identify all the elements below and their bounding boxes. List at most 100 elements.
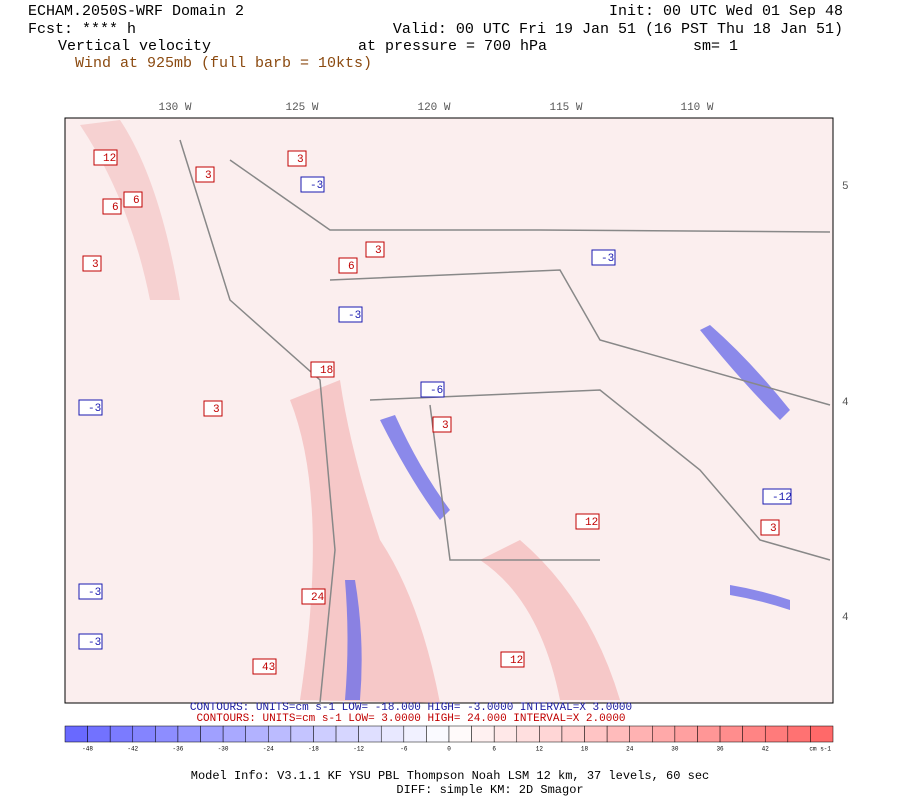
- colorbar-box: [222, 725, 246, 743]
- downdraft-region: [700, 325, 790, 420]
- longitude-label: 115 W: [549, 102, 582, 114]
- colorbar-label: 0: [447, 746, 451, 753]
- valid-time: Valid: 00 UTC Fri 19 Jan 51 (16 PST Thu …: [393, 21, 843, 38]
- colorbar-box: [787, 725, 811, 743]
- colorbar-box: [403, 725, 427, 743]
- contour-label: 18: [320, 365, 333, 377]
- colorbar-label: -30: [218, 746, 229, 753]
- colorbar-label: -6: [400, 746, 408, 753]
- contour-label: 3: [770, 523, 777, 535]
- contour-label-box: [338, 306, 363, 323]
- contour-label: 3: [213, 404, 220, 416]
- colorbar-label: -42: [127, 746, 138, 753]
- model-title: ECHAM.2050S-WRF Domain 2: [28, 3, 244, 20]
- colorbar-box: [380, 725, 405, 743]
- colorbar-box: [290, 725, 314, 743]
- contour-label: 6: [133, 195, 140, 207]
- contour-label: -3: [348, 310, 361, 322]
- longitude-label: 110 W: [680, 102, 713, 114]
- colorbar-label: 42: [762, 746, 770, 753]
- contour-label-box: [78, 583, 103, 600]
- wind-legend: Wind at 925mb (full barb = 10kts): [75, 55, 372, 72]
- colorbar-box: [516, 725, 540, 743]
- contour-label-box: [301, 588, 326, 605]
- colorbar-label: -24: [263, 746, 274, 753]
- contour-label: 24: [311, 592, 325, 604]
- colorbar-label: 6: [492, 746, 496, 753]
- colorbar-box: [606, 725, 630, 743]
- map-frame: [64, 117, 834, 704]
- contour-label-box: [203, 400, 223, 417]
- colorbar-box: [810, 725, 834, 743]
- contour-label: 3: [92, 259, 99, 271]
- contour-label-box: [300, 176, 325, 193]
- contour-label-box: [500, 651, 525, 668]
- colorbar-box: [764, 725, 789, 743]
- colorbar-box: [448, 725, 472, 743]
- contour-label-box: [432, 416, 452, 433]
- field-name: Vertical velocity: [58, 38, 211, 55]
- contour-label: 3: [297, 154, 304, 166]
- colorbar-box: [155, 725, 179, 743]
- red-contour-info: CONTOURS: UNITS=cm s-1 LOW= 3.0000 HIGH=…: [196, 713, 625, 725]
- contour-label-box: [78, 399, 103, 416]
- contour-label: 43: [262, 662, 275, 674]
- contour-label: -3: [88, 587, 101, 599]
- contour-label-box: [365, 241, 385, 258]
- colorbar-box: [268, 725, 292, 743]
- contour-label-box: [252, 658, 277, 675]
- contour-label: 3: [205, 170, 212, 182]
- contour-label-box: [575, 513, 600, 530]
- downdraft-region: [380, 415, 450, 520]
- colorbar-label: -12: [353, 746, 364, 753]
- contour-label-box: [591, 249, 616, 266]
- colorbar-box: [109, 725, 134, 743]
- political-boundaries: [179, 139, 831, 704]
- colorbar-label: 12: [536, 746, 544, 753]
- contour-label-box: [310, 361, 335, 378]
- colorbar-box: [335, 725, 359, 743]
- colorbar-box: [674, 725, 698, 743]
- contour-label: 3: [375, 245, 382, 257]
- contour-label: 12: [510, 655, 523, 667]
- contour-label-box: [195, 166, 215, 183]
- contour-label-box: [338, 257, 358, 274]
- contour-label-box: [82, 255, 102, 272]
- contour-label: 6: [112, 202, 119, 214]
- contour-label-box: [420, 381, 445, 398]
- colorbar-label: -48: [82, 746, 93, 753]
- colorbar-box: [629, 725, 653, 743]
- pressure-level: at pressure = 700 hPa: [358, 38, 547, 55]
- init-time: Init: 00 UTC Wed 01 Sep 48: [609, 3, 843, 20]
- colorbar: -48 -42 -36 -30 -24 -18 -12 -6 0 6 12 18 24 30 36 42 cm …: [64, 725, 834, 753]
- longitude-label: 120 W: [417, 102, 450, 114]
- latitude-label: 4: [842, 612, 849, 624]
- contour-label-box: [760, 519, 780, 536]
- contour-label: 12: [103, 153, 116, 165]
- contour-label-box: [93, 149, 118, 166]
- contour-label: 3: [442, 420, 449, 432]
- contour-label-box: [102, 198, 122, 215]
- colorbar-box: [87, 725, 111, 743]
- contour-label: 12: [585, 517, 598, 529]
- colorbar-box: [742, 725, 766, 743]
- colorbar-units: cm s-1: [809, 746, 831, 753]
- colorbar-box: [719, 725, 743, 743]
- colorbar-label: 36: [716, 746, 724, 753]
- contour-label: -3: [310, 180, 323, 192]
- colorbar-box: [132, 725, 156, 743]
- colorbar-box: [64, 725, 88, 743]
- map-area: [64, 117, 834, 704]
- colorbar-box: [245, 725, 269, 743]
- colorbar-box: [313, 725, 337, 743]
- downdraft-region: [345, 580, 362, 700]
- forecast-hour: Fcst: **** h: [28, 21, 136, 38]
- contour-label: -3: [88, 403, 101, 415]
- colorbar-box: [652, 725, 676, 743]
- contour-label: -3: [88, 637, 101, 649]
- colorbar-box: [493, 725, 518, 743]
- contour-label-box: [123, 191, 143, 208]
- colorbar-box: [471, 725, 495, 743]
- colorbar-label: -18: [308, 746, 319, 753]
